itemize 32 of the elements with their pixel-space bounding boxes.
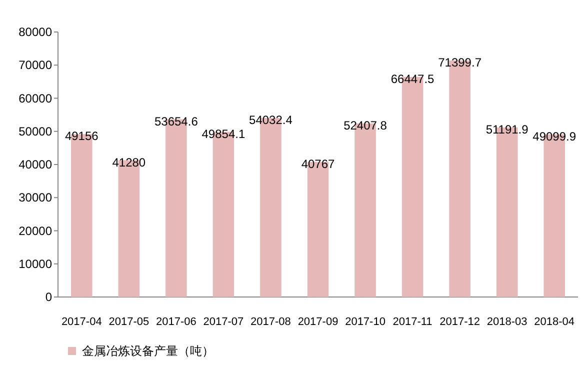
legend-label: 金属冶炼设备产量（吨）: [82, 344, 214, 358]
y-tick-label: 50000: [18, 124, 52, 138]
x-tick-label: 2017-10: [345, 316, 386, 328]
y-tick-label: 10000: [18, 256, 52, 271]
data-label: 71399.7: [438, 55, 482, 70]
x-tick-label: 2017-04: [61, 316, 102, 328]
x-tick-label: 2017-11: [392, 316, 432, 328]
data-label: 52407.8: [344, 118, 388, 132]
y-tick-label: 30000: [18, 190, 52, 205]
x-tick-label: 2018-03: [486, 316, 528, 328]
x-tick-label: 2017-05: [108, 316, 150, 328]
x-tick-label: 2017-09: [298, 316, 338, 328]
data-label: 49854.1: [202, 126, 246, 141]
data-label: 49099.9: [532, 129, 576, 144]
x-tick-label: 2017-07: [203, 316, 244, 328]
x-tick-label: 2017-12: [440, 316, 480, 328]
y-tick-label: 40000: [18, 158, 52, 172]
y-tick-label: 20000: [18, 224, 52, 238]
y-tick-label: 0: [45, 290, 52, 304]
data-label: 40767: [301, 156, 336, 171]
x-tick-label: 2017-06: [156, 316, 196, 328]
data-label: 54032.4: [249, 113, 293, 128]
data-label: 41280: [112, 155, 146, 170]
y-tick-label: 70000: [18, 58, 52, 72]
data-label: 66447.5: [390, 72, 435, 86]
x-tick-label: 2018-04: [534, 316, 575, 328]
x-tick-label: 2017-08: [250, 316, 291, 328]
data-label: 51191.9: [486, 122, 529, 136]
y-tick-label: 80000: [18, 25, 52, 39]
data-label: 53654.6: [154, 114, 198, 128]
data-label: 49156: [64, 129, 99, 144]
y-tick-label: 60000: [18, 91, 52, 106]
